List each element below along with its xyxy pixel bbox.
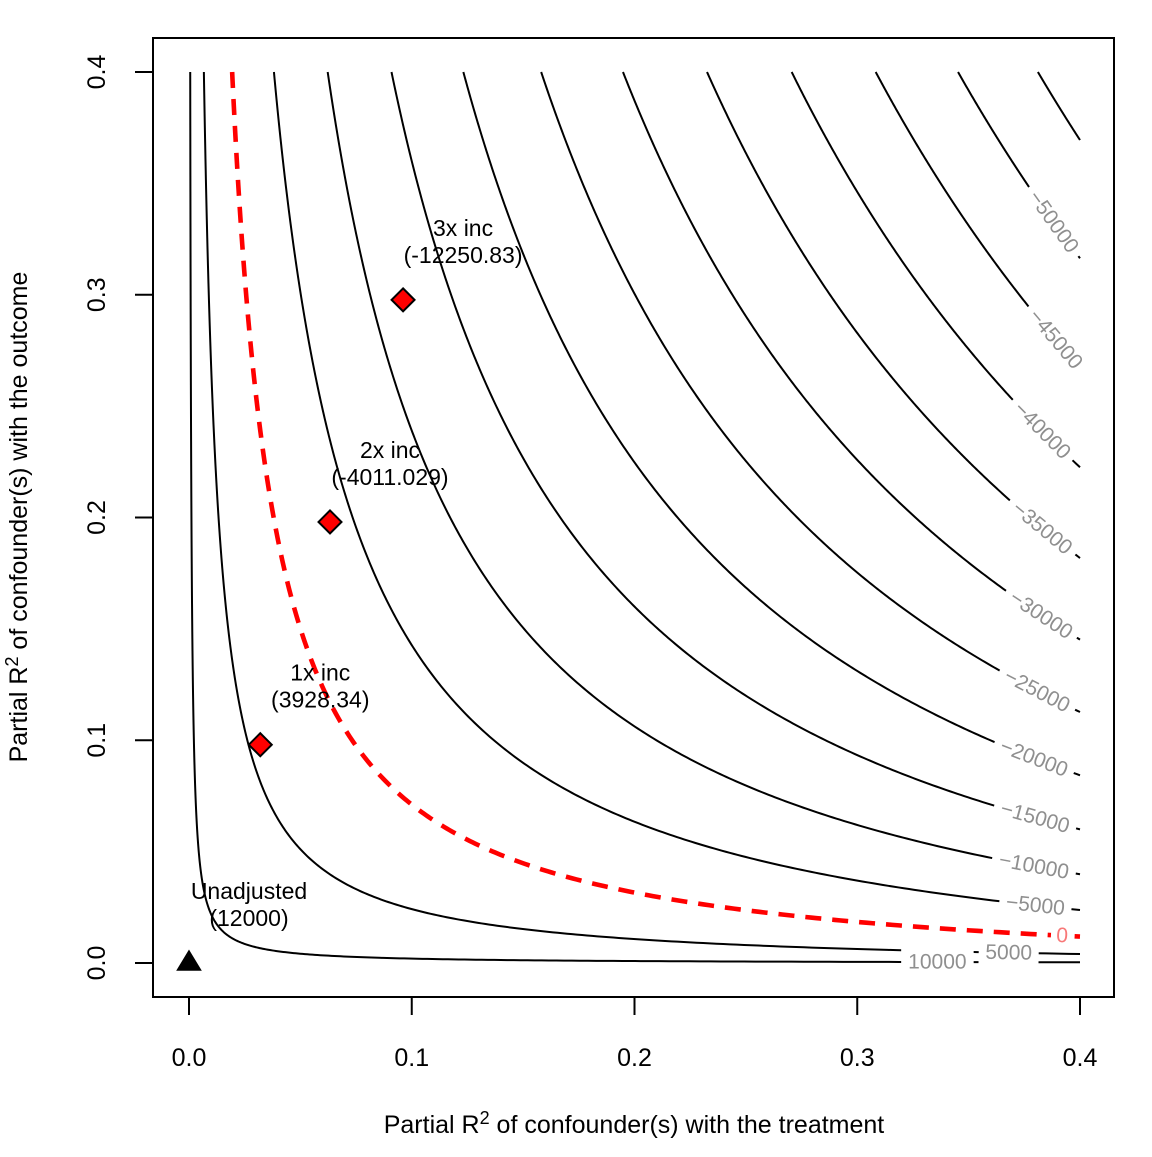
contour-line-5000 bbox=[202, 71, 1081, 956]
contour-line--20000 bbox=[462, 71, 1081, 777]
contour-label-mask bbox=[1001, 490, 1084, 566]
contour-label-text: 5000 bbox=[985, 941, 1032, 965]
contour-label-text: 0 bbox=[1056, 924, 1069, 948]
y-tick-label: 0.2 bbox=[83, 500, 111, 535]
point-label-name-3x-inc: 3x inc bbox=[433, 215, 493, 241]
contour-label--5000: −5000 bbox=[997, 888, 1073, 923]
contour-label-mask bbox=[1050, 922, 1075, 950]
contour-line-10000 bbox=[189, 71, 1081, 964]
contour-line--10000 bbox=[326, 71, 1081, 876]
x-tick-label: 0.3 bbox=[840, 1044, 875, 1072]
contour-label-mask bbox=[989, 730, 1079, 786]
x-axis-title: Partial R2 of confounder(s) with the tre… bbox=[384, 1108, 885, 1139]
contour-lines bbox=[189, 71, 1081, 964]
point-marker-3x-inc bbox=[390, 286, 416, 313]
contour-line--55000 bbox=[1037, 71, 1081, 141]
point-label-estimate-1x-inc: (3928.34) bbox=[271, 687, 369, 713]
axes: 0.0 0.1 0.2 0.3 0.4 0.0 0.1 0.2 0.3 0.4 Partial R2… bbox=[2, 55, 1097, 1139]
contour-label-10000: 10000 bbox=[901, 948, 974, 976]
contour-label-mask bbox=[1018, 298, 1093, 381]
point-label-estimate-unadjusted: (12000) bbox=[209, 905, 288, 931]
y-axis-title: Partial R2 of confounder(s) with the out… bbox=[2, 272, 33, 763]
contour-line--30000 bbox=[622, 71, 1081, 641]
contour-label-mask bbox=[997, 888, 1073, 923]
point-marker-2x-inc bbox=[317, 509, 343, 535]
contour-line--35000 bbox=[706, 71, 1081, 559]
contour-line-0 bbox=[229, 71, 1081, 939]
contour-label-mask bbox=[990, 793, 1080, 842]
x-tick-label: 0.1 bbox=[394, 1044, 429, 1072]
y-tick-label: 0.0 bbox=[83, 946, 111, 981]
y-tick-label: 0.3 bbox=[83, 277, 111, 312]
point-label-estimate-3x-inc: (-12250.83) bbox=[404, 242, 523, 268]
contour-label-mask bbox=[989, 845, 1079, 887]
point-marker-1x-inc bbox=[247, 731, 274, 758]
contour-label-mask bbox=[1018, 179, 1089, 265]
x-tick-label: 0.2 bbox=[617, 1044, 652, 1072]
x-tick-label: 0.4 bbox=[1063, 1044, 1098, 1072]
contour-label-mask bbox=[901, 948, 974, 976]
point-label-name-unadjusted: Unadjusted bbox=[191, 878, 307, 904]
y-tick-label: 0.1 bbox=[83, 723, 111, 758]
x-tick-label: 0.0 bbox=[172, 1044, 207, 1072]
contour-label-mask bbox=[998, 580, 1084, 650]
contour-label-0: 0 bbox=[1050, 922, 1075, 950]
contour-label-mask bbox=[978, 939, 1039, 967]
contour-line--5000 bbox=[272, 71, 1081, 912]
contour-label-5000: 5000 bbox=[978, 939, 1039, 967]
point-label-estimate-2x-inc: (-4011.029) bbox=[331, 464, 448, 490]
contour-line--25000 bbox=[540, 71, 1081, 713]
point-label-name-2x-inc: 2x inc bbox=[360, 437, 420, 463]
contour-label-mask bbox=[1002, 391, 1082, 470]
point-label-name-1x-inc: 1x inc bbox=[290, 660, 350, 686]
contour-line--15000 bbox=[390, 71, 1081, 831]
point-marker-unadjusted bbox=[176, 949, 202, 971]
data-points: Unadjusted(12000)1x inc(3928.34)2x inc(-… bbox=[176, 215, 523, 971]
y-tick-label: 0.4 bbox=[83, 55, 111, 90]
contour-label-mask bbox=[993, 659, 1081, 722]
contour-label-text: 10000 bbox=[908, 950, 966, 973]
